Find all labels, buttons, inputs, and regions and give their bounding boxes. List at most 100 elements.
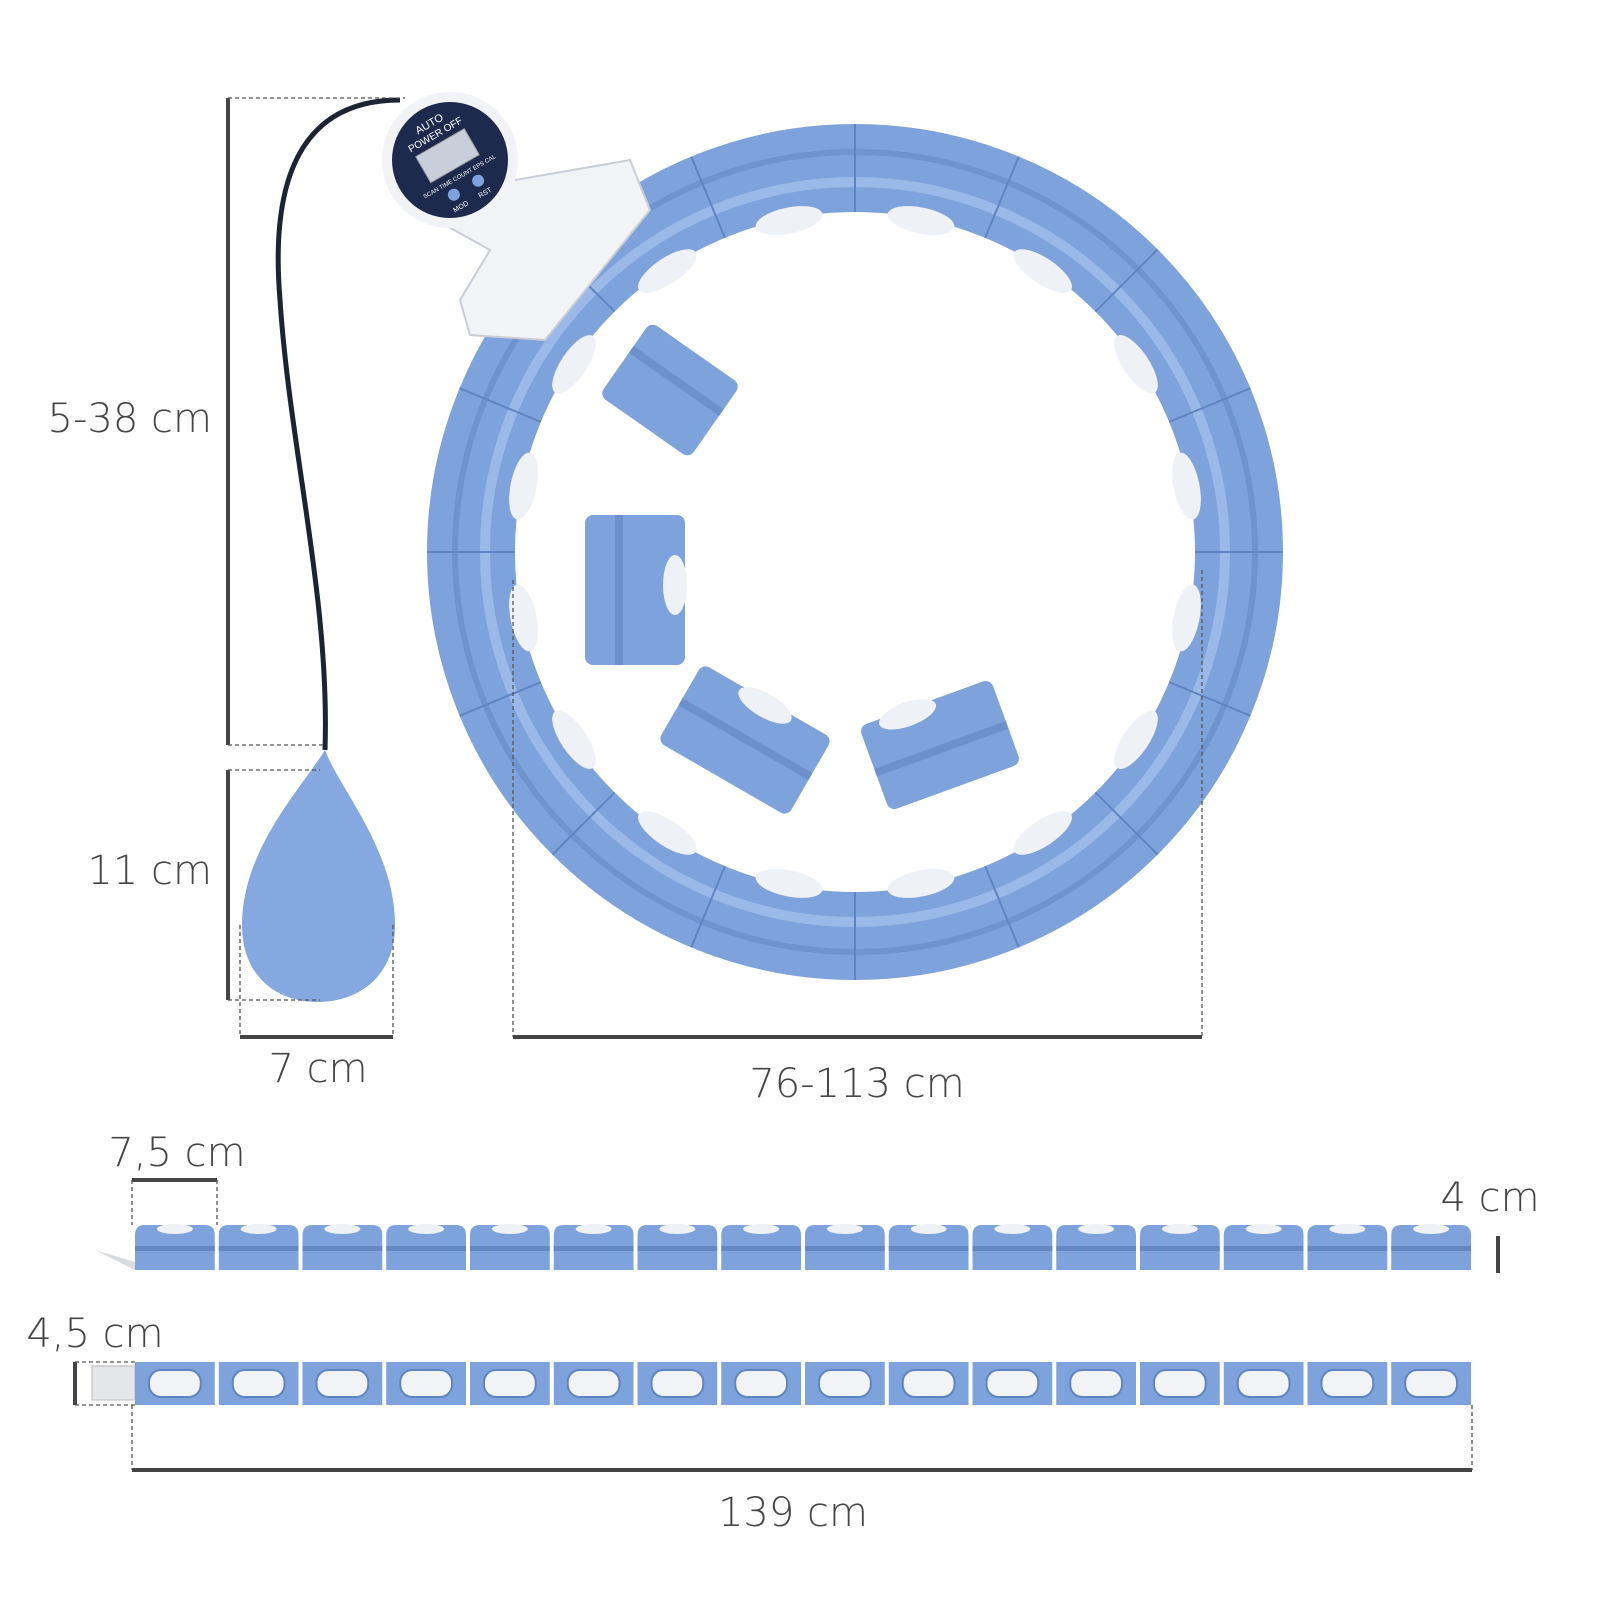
roller	[1245, 1224, 1282, 1234]
roller	[1114, 710, 1158, 769]
side-groove	[1056, 1246, 1136, 1251]
roller	[985, 1369, 1040, 1398]
dimension-label: 11 cm	[87, 848, 212, 894]
dimension-label: 139 cm	[718, 1490, 868, 1536]
dimension-label: 5-38 cm	[48, 396, 212, 442]
segment-joint	[690, 156, 726, 239]
roller	[399, 1369, 453, 1398]
side-groove	[1307, 1246, 1388, 1251]
roller	[231, 1369, 286, 1398]
strip-tail	[91, 1365, 136, 1401]
roller	[743, 1224, 780, 1234]
segment-joint	[459, 387, 542, 423]
roller	[818, 1369, 872, 1398]
segment-joint	[551, 791, 616, 856]
side-groove	[302, 1246, 383, 1251]
side-groove	[1140, 1246, 1220, 1251]
dimension-label: 4,5 cm	[26, 1311, 163, 1357]
side-groove	[1223, 1246, 1304, 1251]
segment	[660, 666, 830, 814]
roller	[638, 811, 697, 855]
segment-joint	[1168, 681, 1251, 717]
button	[472, 174, 485, 187]
segment-joint	[984, 865, 1020, 948]
cord	[275, 97, 401, 751]
button	[447, 188, 460, 201]
roller	[650, 1369, 705, 1398]
segment-joint	[1094, 791, 1159, 856]
segment	[861, 681, 1019, 809]
roller	[324, 1224, 361, 1234]
roller	[734, 1369, 788, 1398]
roller	[1069, 1369, 1123, 1398]
roller	[887, 869, 955, 898]
dimension-label: 7 cm	[268, 1046, 367, 1092]
roller	[315, 1369, 370, 1398]
side-groove	[805, 1246, 885, 1251]
dimension-label: 7,5 cm	[108, 1130, 245, 1176]
roller	[1236, 1369, 1291, 1398]
side-groove	[972, 1246, 1053, 1251]
roller	[566, 1369, 621, 1398]
roller	[1320, 1369, 1375, 1398]
roller	[1013, 249, 1072, 293]
roller	[887, 206, 955, 235]
roller	[240, 1224, 277, 1234]
roller	[659, 1224, 696, 1234]
roller	[638, 249, 697, 293]
roller	[156, 1224, 193, 1234]
dimension-label: 76-113 cm	[749, 1061, 964, 1107]
roller	[1078, 1224, 1115, 1234]
side-groove	[1391, 1246, 1471, 1251]
roller	[755, 206, 823, 235]
roller	[1013, 811, 1072, 855]
roller	[408, 1224, 445, 1234]
roller	[910, 1224, 947, 1234]
roller	[148, 1369, 202, 1398]
roller	[1161, 1224, 1198, 1234]
roller	[575, 1224, 612, 1234]
roller	[509, 584, 538, 652]
detached-segments	[585, 324, 1019, 814]
dimension-lines	[73, 97, 1500, 1472]
side-groove	[386, 1246, 466, 1251]
roller	[994, 1224, 1031, 1234]
hoop	[427, 124, 1283, 980]
segment-joint	[459, 681, 542, 717]
segment	[602, 324, 738, 456]
roller	[1404, 1369, 1458, 1398]
roller	[1172, 584, 1201, 652]
dimension-label: 4 cm	[1440, 1175, 1539, 1221]
roller	[755, 869, 823, 898]
side-groove	[218, 1246, 299, 1251]
side-groove	[135, 1246, 215, 1251]
counter-display	[415, 127, 480, 184]
roller	[491, 1224, 528, 1234]
side-groove	[637, 1246, 718, 1251]
roller	[483, 1369, 537, 1398]
strip-tail	[95, 1250, 135, 1270]
segment-joint	[1094, 248, 1159, 313]
roller	[509, 452, 538, 520]
weight	[242, 750, 395, 1002]
roller	[552, 710, 596, 769]
roller	[1329, 1224, 1366, 1234]
roller	[1114, 335, 1158, 394]
side-groove	[470, 1246, 550, 1251]
roller	[1153, 1369, 1207, 1398]
roller	[1413, 1224, 1450, 1234]
side-groove	[888, 1246, 969, 1251]
side-groove	[721, 1246, 801, 1251]
counter: AUTO POWER OFF SCAN TIME COUNT EPS CAL M…	[382, 92, 652, 342]
segment-joint	[984, 156, 1020, 239]
segment-joint	[1168, 387, 1251, 423]
strips	[91, 1224, 1471, 1405]
roller	[826, 1224, 863, 1234]
side-groove	[553, 1246, 634, 1251]
roller	[901, 1369, 956, 1398]
segment	[585, 515, 687, 665]
roller	[552, 335, 596, 394]
segment-joint	[690, 865, 726, 948]
